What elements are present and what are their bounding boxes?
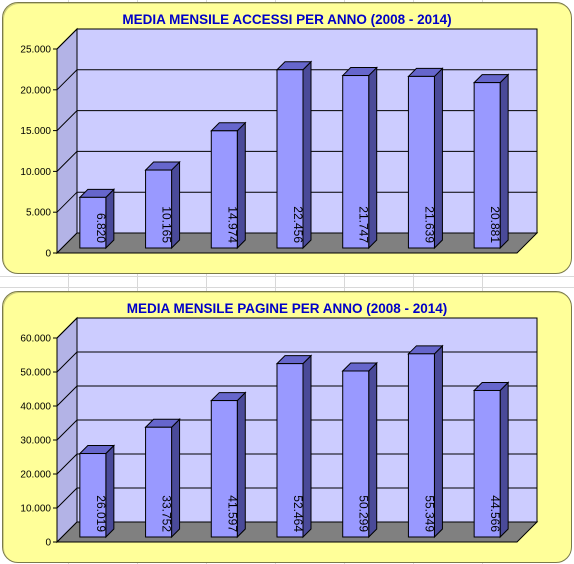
bar-2009: 10.165: [144, 160, 181, 250]
y-tick-label: 25.000: [20, 45, 51, 56]
y-tick-label: 20.000: [20, 85, 51, 96]
gridline: [56, 150, 537, 172]
bar-2011: 52.464: [275, 354, 313, 539]
bar-chart-accessi: 0 5.000 10.000 15.000 20.000 25.000 6.820 10.16…: [20, 27, 539, 260]
bar-2008: 26.019: [78, 444, 116, 539]
data-label: 22.456: [291, 206, 305, 243]
chart-title: MEDIA MENSILE ACCESSI PER ANNO (2008 - 2…: [122, 12, 452, 27]
data-label: 52.464: [291, 495, 305, 532]
bar-front: [145, 426, 173, 538]
plot-side-wall: [56, 27, 78, 255]
bar-2011: 22.456: [275, 60, 313, 250]
bar-front: [407, 75, 435, 249]
data-label: 21.639: [422, 206, 436, 243]
data-label: 6.820: [94, 213, 108, 243]
bar-2014: 44.566: [472, 381, 510, 539]
data-label: 21.747: [357, 206, 371, 243]
gridline: [56, 69, 537, 91]
bar-front: [342, 370, 370, 538]
y-tick-label: 40.000: [20, 402, 51, 413]
gridline: [56, 191, 537, 213]
bar-front: [79, 453, 107, 538]
bar-front: [145, 169, 173, 249]
bar-front: [210, 400, 238, 538]
bar-front: [210, 130, 238, 249]
y-tick-label: 0: [45, 249, 51, 260]
y-tick-label: 0: [45, 538, 51, 549]
bar-2012: 21.747: [341, 66, 378, 250]
bar-2009: 33.752: [144, 418, 181, 539]
chart-panel-pagine[interactable]: MEDIA MENSILE PAGINE PER ANNO (2008 - 20…: [2, 291, 572, 563]
data-label: 55.349: [422, 495, 436, 532]
data-label: 50.299: [357, 495, 371, 532]
bar-front: [407, 353, 435, 538]
gridline: [56, 419, 537, 441]
y-tick-label: 50.000: [20, 368, 51, 379]
gridline: [56, 317, 537, 339]
gridline: [56, 487, 537, 509]
y-tick-label: 10.000: [20, 504, 51, 515]
data-label: 10.165: [160, 206, 174, 243]
bar-2008: 6.820: [78, 188, 116, 250]
gridline: [56, 351, 537, 373]
gridline: [56, 453, 537, 475]
data-label: 44.566: [488, 495, 502, 532]
bar-2013: 21.639: [407, 67, 444, 250]
bar-2013: 55.349: [407, 344, 444, 539]
chart-panel-accessi[interactable]: MEDIA MENSILE ACCESSI PER ANNO (2008 - 2…: [2, 2, 572, 274]
y-tick-label: 30.000: [20, 436, 51, 447]
bar-front: [473, 82, 501, 249]
gridline: [56, 28, 537, 50]
bar-front: [276, 363, 304, 538]
bar-front: [276, 69, 304, 249]
data-label: 20.881: [488, 206, 502, 243]
bar-front: [473, 389, 501, 538]
bar-front: [79, 196, 107, 249]
bar-chart-pagine: 0 10.000 20.000 30.000 40.000 50.000 60.000 26.…: [20, 316, 539, 549]
bar-2010: 14.974: [210, 121, 247, 250]
bar-2010: 41.597: [210, 391, 247, 539]
y-tick-label: 60.000: [20, 334, 51, 345]
bar-2012: 50.299: [341, 361, 378, 539]
y-tick-label: 15.000: [20, 126, 51, 137]
data-label: 14.974: [225, 206, 239, 243]
data-label: 33.752: [160, 495, 174, 532]
chart-title: MEDIA MENSILE PAGINE PER ANNO (2008 - 20…: [126, 301, 448, 316]
y-tick-label: 20.000: [20, 470, 51, 481]
data-label: 41.597: [225, 495, 239, 532]
data-label: 26.019: [94, 495, 108, 532]
bar-2014: 20.881: [472, 73, 510, 250]
y-tick-label: 5.000: [26, 208, 51, 219]
bar-front: [342, 75, 370, 249]
gridline: [56, 385, 537, 407]
y-tick-label: 10.000: [20, 167, 51, 178]
gridline: [56, 110, 537, 131]
